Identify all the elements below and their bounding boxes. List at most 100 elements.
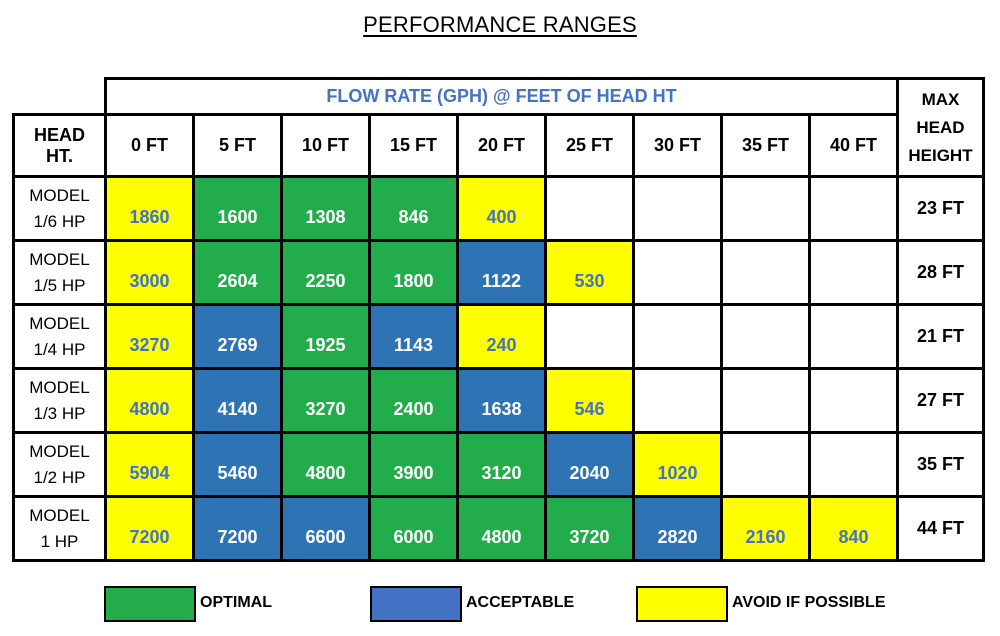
model-name: MODEL — [29, 505, 90, 525]
flow-cell: 4800 — [104, 367, 195, 434]
table-row: MODEL 1/6 HP 1860 1600 1308 846 400 23 FT — [12, 175, 985, 242]
flow-cell — [720, 367, 811, 434]
model-hp: 1/3 HP — [33, 403, 86, 423]
model-name: MODEL — [29, 441, 90, 461]
flow-value: 240 — [486, 335, 517, 355]
flow-cell: 3120 — [456, 431, 547, 498]
flow-value: 4800 — [129, 399, 170, 419]
flow-value: 846 — [398, 207, 429, 227]
flow-cell: 3270 — [104, 303, 195, 370]
max-height-value: 35 FT — [896, 431, 985, 498]
model-hp: 1/6 HP — [33, 211, 86, 231]
flow-cell: 6000 — [368, 495, 459, 562]
flow-value: 2400 — [393, 399, 434, 419]
max-height-value: 27 FT — [896, 367, 985, 434]
table-row: MODEL 1 HP 7200 7200 6600 6000 4800 3720 2820 216… — [12, 495, 985, 562]
flow-value: 2769 — [217, 335, 258, 355]
flow-cell: 2160 — [720, 495, 811, 562]
flow-cell: 1925 — [280, 303, 371, 370]
model-label: MODEL 1/3 HP — [12, 367, 107, 434]
flow-cell — [720, 175, 811, 242]
flow-cell — [632, 175, 723, 242]
max-height-value: 44 FT — [896, 495, 985, 562]
table-row: MODEL 1/5 HP 3000 2604 2250 1800 1122 530 28 FT — [12, 239, 985, 306]
legend-swatch-optimal — [104, 586, 196, 622]
flow-cell: 2820 — [632, 495, 723, 562]
table-corner-blank — [13, 78, 107, 116]
flow-value: 4800 — [305, 463, 346, 483]
flow-value: 5460 — [217, 463, 258, 483]
flow-value: 3900 — [393, 463, 434, 483]
flow-value: 400 — [486, 207, 517, 227]
flow-value: 3120 — [481, 463, 522, 483]
flow-value: 2820 — [657, 527, 698, 547]
flow-cell: 7200 — [104, 495, 195, 562]
flow-cell: 3000 — [104, 239, 195, 306]
max-header-line: HEAD — [916, 117, 965, 137]
flow-value: 5904 — [129, 463, 170, 483]
model-name: MODEL — [29, 313, 90, 333]
head-header-line: HEAD — [33, 124, 85, 145]
flow-value: 1800 — [393, 271, 434, 291]
max-height-value: 28 FT — [896, 239, 985, 306]
max-header-line: MAX — [921, 89, 960, 109]
flow-cell: 3900 — [368, 431, 459, 498]
flow-value: 4800 — [481, 527, 522, 547]
column-header: 40 FT — [808, 113, 899, 178]
flow-cell — [808, 367, 899, 434]
model-label: MODEL 1/5 HP — [12, 239, 107, 306]
column-header: 10 FT — [280, 113, 371, 178]
flow-value: 3270 — [129, 335, 170, 355]
model-label: MODEL 1/4 HP — [12, 303, 107, 370]
flow-value: 2040 — [569, 463, 610, 483]
head-height-header: HEAD HT. — [12, 113, 107, 178]
flow-value: 7200 — [217, 527, 258, 547]
flow-cell: 7200 — [192, 495, 283, 562]
max-head-height-header: MAX HEAD HEIGHT — [896, 77, 985, 178]
flow-cell — [720, 303, 811, 370]
flow-cell: 2769 — [192, 303, 283, 370]
model-label: MODEL 1 HP — [12, 495, 107, 562]
column-header: 0 FT — [104, 113, 195, 178]
column-header: 15 FT — [368, 113, 459, 178]
flow-cell: 5460 — [192, 431, 283, 498]
model-hp: 1/5 HP — [33, 275, 86, 295]
flow-cell: 546 — [544, 367, 635, 434]
flow-cell: 400 — [456, 175, 547, 242]
flow-cell: 1122 — [456, 239, 547, 306]
flow-value: 1143 — [393, 335, 434, 355]
model-name: MODEL — [29, 377, 90, 397]
flow-value: 6600 — [305, 527, 346, 547]
flow-cell: 1860 — [104, 175, 195, 242]
model-name: MODEL — [29, 249, 90, 269]
flow-cell: 6600 — [280, 495, 371, 562]
head-header-line: HT. — [46, 145, 73, 166]
model-label: MODEL 1/2 HP — [12, 431, 107, 498]
flow-cell: 2604 — [192, 239, 283, 306]
flow-cell: 4800 — [456, 495, 547, 562]
flow-cell: 2400 — [368, 367, 459, 434]
legend-label-optimal: OPTIMAL — [200, 594, 272, 611]
legend: OPTIMAL ACCEPTABLE AVOID IF POSSIBLE — [0, 586, 1000, 622]
flow-value: 6000 — [393, 527, 434, 547]
flow-cell: 1143 — [368, 303, 459, 370]
flow-cell — [808, 239, 899, 306]
flow-value: 530 — [574, 271, 605, 291]
model-hp: 1 HP — [40, 531, 79, 551]
legend-swatch-avoid — [636, 586, 728, 622]
flow-cell — [544, 303, 635, 370]
flow-cell: 4800 — [280, 431, 371, 498]
flow-value: 1638 — [481, 399, 522, 419]
page-title: PERFORMANCE RANGES — [363, 12, 637, 37]
flow-value: 2160 — [745, 527, 786, 547]
max-header-line: HEIGHT — [908, 145, 973, 165]
flow-cell: 240 — [456, 303, 547, 370]
flow-cell: 4140 — [192, 367, 283, 434]
model-hp: 1/4 HP — [33, 339, 86, 359]
flow-value: 3270 — [305, 399, 346, 419]
flow-cell: 1308 — [280, 175, 371, 242]
flow-cell: 3270 — [280, 367, 371, 434]
flow-cell — [808, 431, 899, 498]
model-name: MODEL — [29, 185, 90, 205]
flow-value: 1020 — [657, 463, 698, 483]
